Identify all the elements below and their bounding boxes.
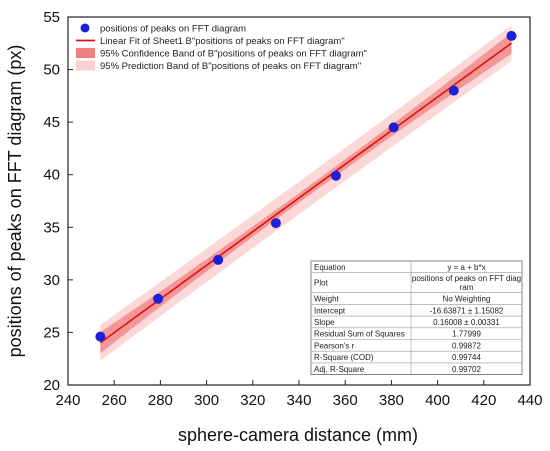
y-tick-label: 30 [43, 272, 60, 289]
stats-key: Slope [314, 318, 335, 327]
y-axis-title: positions of peaks on FFT diagram (px) [5, 45, 25, 358]
y-axis: 20 25 30 35 40 45 50 55 [43, 9, 73, 394]
x-tick-label: 260 [102, 392, 127, 409]
y-tick-label: 50 [43, 62, 60, 79]
y-tick-label: 55 [43, 9, 60, 26]
stats-value: 0.16008 ± 0.00331 [433, 318, 500, 327]
legend-label: 95% Prediction Band of B"positions of pe… [100, 61, 361, 72]
stats-value: No Weighting [443, 295, 491, 304]
y-tick-label: 35 [43, 219, 60, 236]
fit-line-layer [99, 42, 512, 344]
legend-band [76, 60, 95, 71]
stats-table-box [310, 260, 523, 375]
x-axis: 240 260 280 300 320 340 360 380 400 420 440 [55, 380, 543, 409]
x-tick-label: 300 [194, 392, 219, 409]
stats-value: 0.99744 [452, 353, 481, 362]
data-points [95, 30, 517, 342]
data-point [330, 170, 341, 181]
stats-value: -16.63871 ± 1.15082 [430, 306, 504, 315]
stats-key: Adj. R-Square [314, 365, 365, 374]
data-point [153, 293, 164, 304]
data-point [213, 254, 224, 265]
legend-label: positions of peaks on FFT diagram [100, 24, 246, 35]
stats-key: R-Square (COD) [314, 353, 374, 362]
x-tick-label: 440 [517, 392, 542, 409]
x-tick-label: 340 [286, 392, 311, 409]
stats-key: Weight [314, 295, 340, 304]
x-tick-label: 420 [471, 392, 496, 409]
x-tick-label: 400 [425, 392, 450, 409]
data-point [95, 331, 106, 342]
legend-band [76, 48, 95, 58]
x-tick-label: 380 [379, 392, 404, 409]
stats-key: Plot [314, 279, 329, 288]
fit-stats-table: Equation y = a + b*x Plot positions of peak… [310, 260, 523, 375]
x-axis-title: sphere-camera distance (mm) [178, 425, 418, 445]
x-tick-label: 240 [55, 392, 80, 409]
legend: positions of peaks on FFT diagramLinear … [76, 23, 367, 72]
stats-value: 0.99702 [452, 365, 481, 374]
stats-key: Residual Sum of Squares [314, 330, 405, 339]
linear-fit-line [99, 42, 512, 344]
y-tick-label: 40 [43, 167, 60, 184]
stats-key: Equation [314, 263, 346, 272]
stats-key: Intercept [314, 306, 346, 315]
stats-value: 1.77999 [452, 330, 481, 339]
x-tick-label: 280 [148, 392, 173, 409]
stats-value: y = a + b*x [447, 263, 485, 272]
x-tick-label: 320 [240, 392, 265, 409]
stats-value: positions of peaks on FFT diag ram [412, 274, 521, 292]
data-point [270, 218, 281, 229]
stats-key: Pearson's r [314, 341, 355, 350]
data-point [388, 122, 399, 133]
x-tick-label: 360 [333, 392, 358, 409]
legend-marker [80, 23, 90, 33]
data-point [506, 30, 517, 41]
y-tick-label: 25 [43, 324, 60, 341]
data-point [448, 85, 459, 96]
y-tick-label: 20 [43, 377, 60, 394]
legend-label: Linear Fit of Sheet1 B"positions of peak… [100, 36, 345, 47]
y-tick-label: 45 [43, 114, 60, 131]
legend-label: 95% Confidence Band of B"positions of pe… [100, 49, 367, 60]
stats-value: 0.99872 [452, 341, 481, 350]
